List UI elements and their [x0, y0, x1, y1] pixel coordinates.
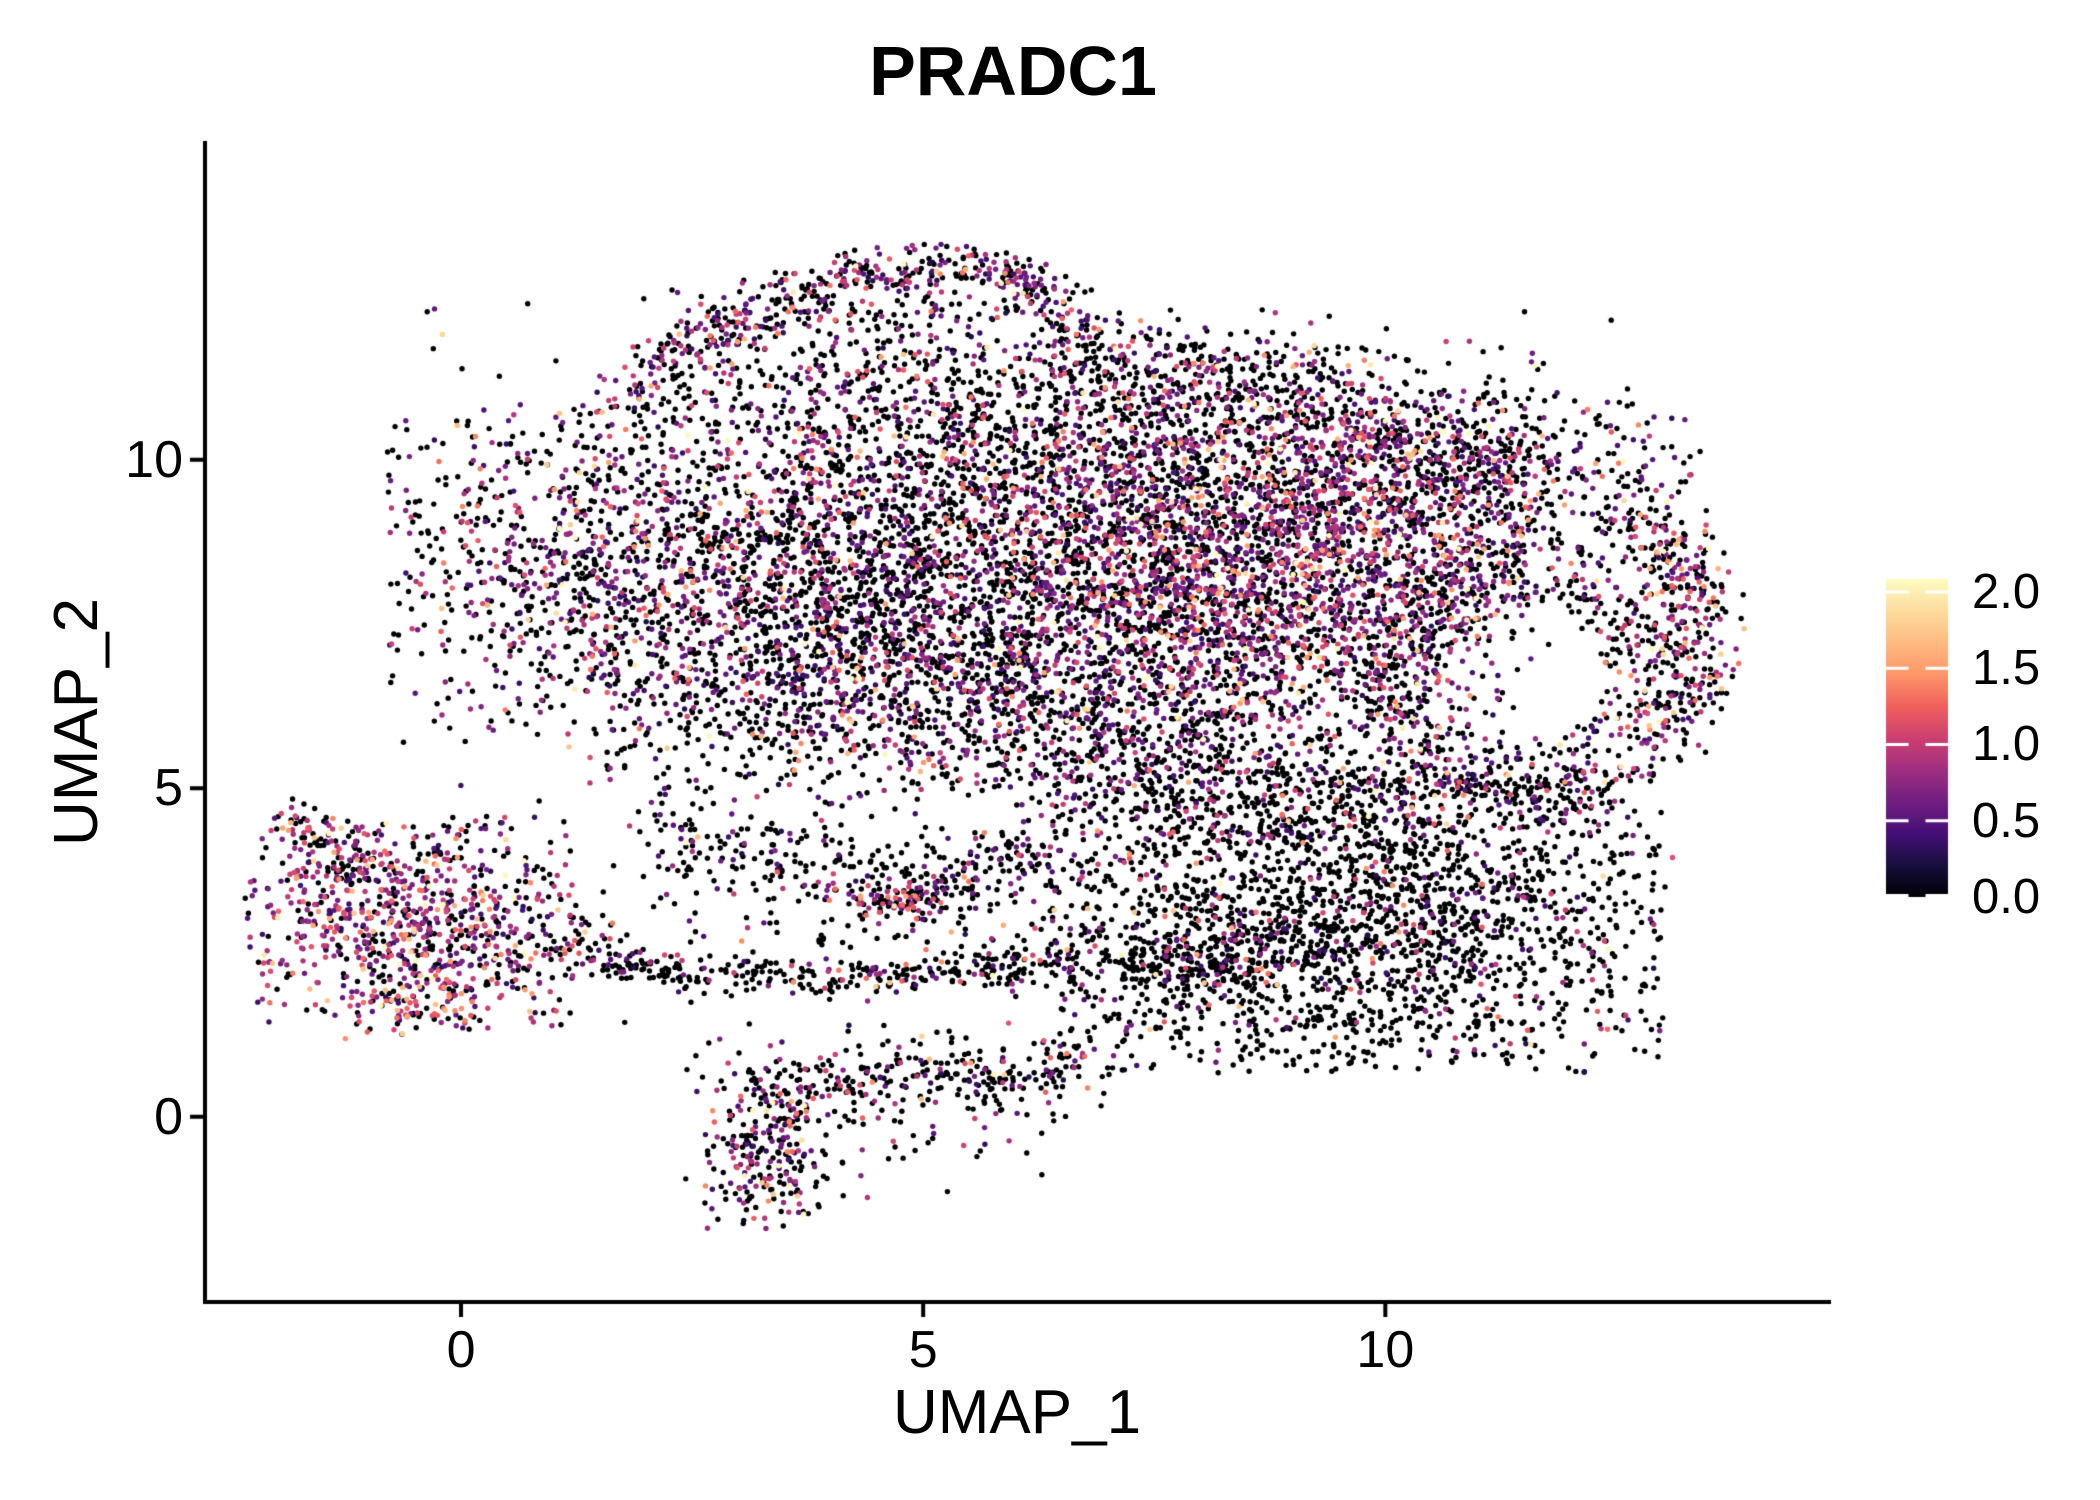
- y-tick-label: 10: [125, 430, 183, 489]
- plot-title: PRADC1: [869, 32, 1157, 110]
- x-tick-label: 10: [1356, 1321, 1415, 1379]
- y-tick-label: 5: [154, 759, 183, 818]
- x-axis-title: UMAP_1: [892, 1378, 1142, 1447]
- colorbar-tick-label: 1.0: [1972, 717, 2041, 772]
- y-tick-label: 0: [154, 1087, 183, 1146]
- colorbar-tick-label: 1.5: [1972, 641, 2041, 696]
- x-tick-label: 5: [908, 1321, 938, 1379]
- colorbar-tick-label: 2.0: [1972, 564, 2041, 619]
- x-tick-label: 0: [446, 1321, 476, 1379]
- colorbar-tick-label: 0.5: [1972, 793, 2041, 848]
- colorbar-tick-label: 0.0: [1972, 870, 2041, 924]
